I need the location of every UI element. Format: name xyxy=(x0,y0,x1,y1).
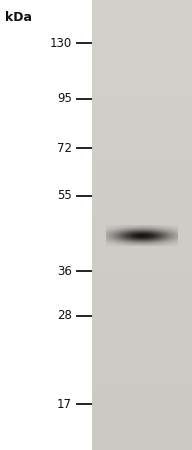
Text: kDa: kDa xyxy=(5,11,32,24)
Text: 36: 36 xyxy=(57,265,72,278)
Text: 17: 17 xyxy=(57,398,72,411)
Text: 130: 130 xyxy=(50,37,72,50)
Text: 95: 95 xyxy=(57,92,72,105)
Text: 28: 28 xyxy=(57,309,72,322)
Text: 55: 55 xyxy=(57,189,72,202)
Text: 72: 72 xyxy=(57,142,72,155)
